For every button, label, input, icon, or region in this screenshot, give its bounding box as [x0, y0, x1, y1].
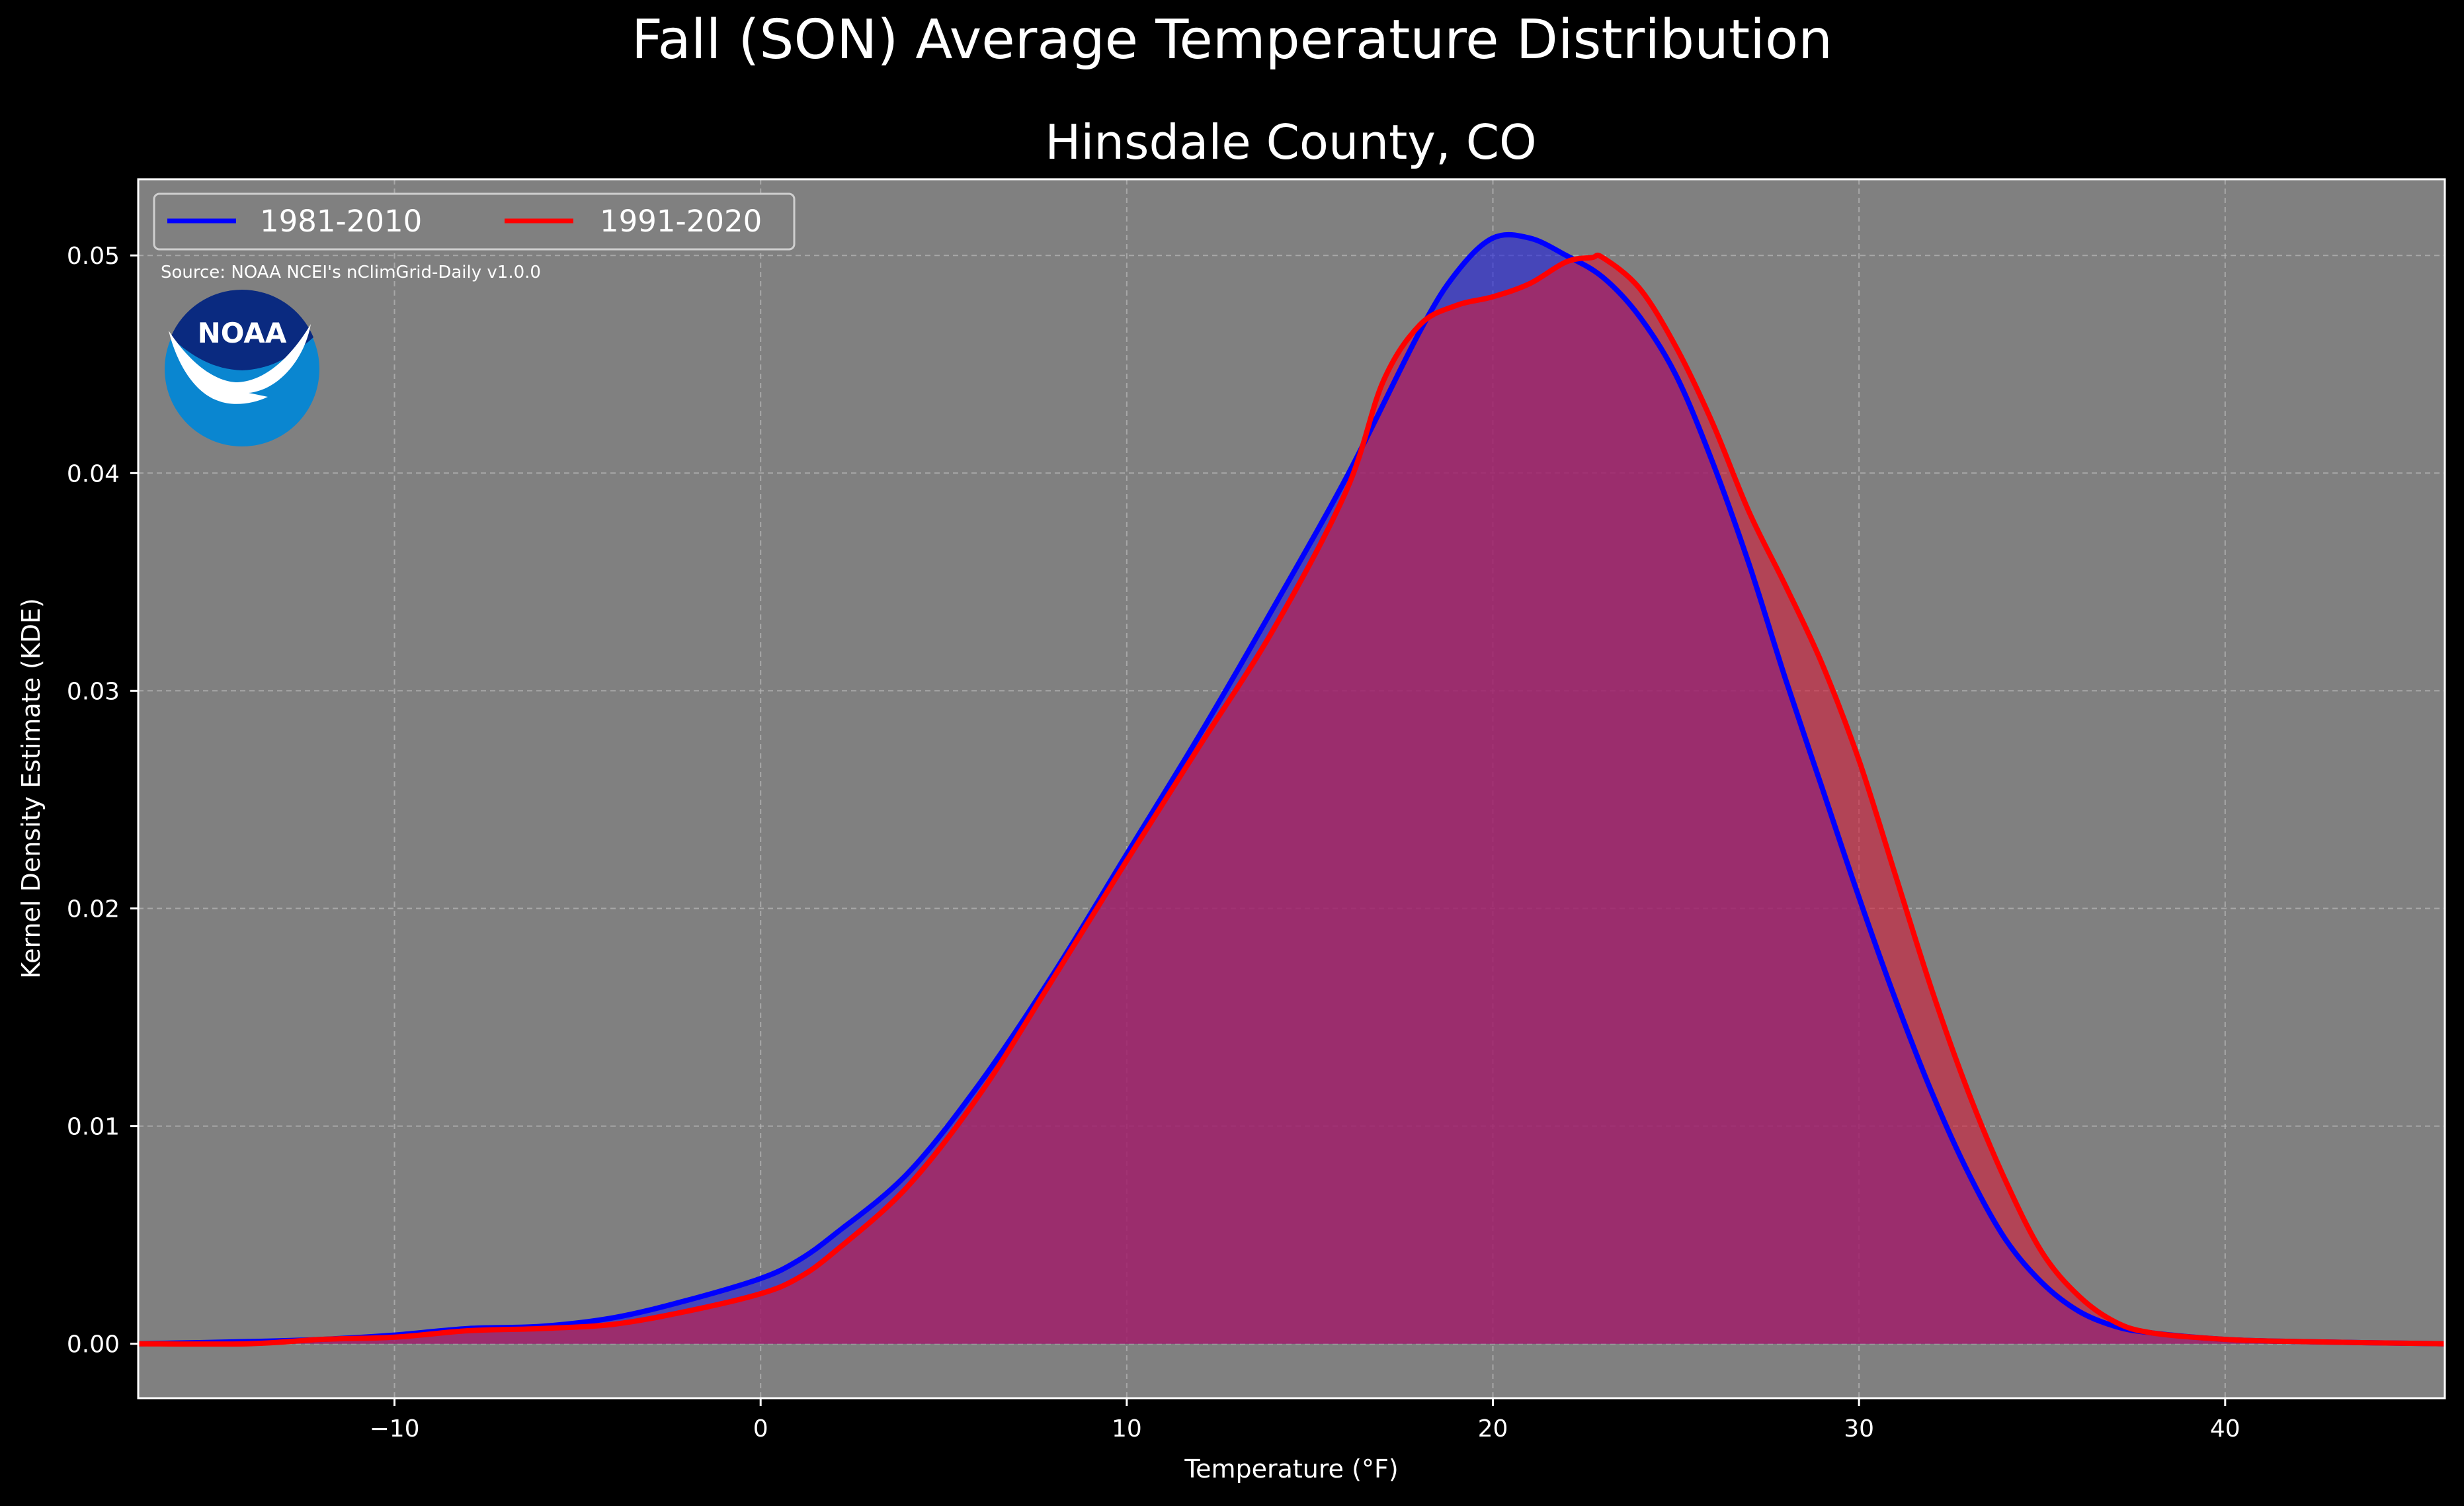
x-tick-label: 40 — [2210, 1415, 2240, 1443]
chart-title: Fall (SON) Average Temperature Distribut… — [632, 9, 1832, 71]
series-fill-1991-2020 — [138, 255, 2445, 1345]
series-lines — [138, 231, 2445, 1347]
legend-label-1981-2010: 1981-2010 — [260, 204, 422, 239]
grid-lines — [138, 179, 2445, 1398]
y-tick-label: 0.01 — [67, 1114, 120, 1141]
chart-subtitle: Hinsdale County, CO — [1045, 114, 1536, 170]
y-axis-label: Kernel Density Estimate (KDE) — [17, 598, 46, 979]
axis-ticks: −10 0 10 20 30 40 0.00 0.01 0.02 0.03 0.04 0.05 — [67, 243, 2240, 1443]
x-axis-label: Temperature (°F) — [1184, 1454, 1398, 1484]
x-tick-label: 30 — [1844, 1415, 1874, 1443]
source-annotation: Source: NOAA NCEI's nClimGrid-Daily v1.0… — [161, 263, 541, 282]
noaa-logo: NOAA — [165, 290, 319, 446]
y-tick-label: 0.02 — [67, 896, 120, 923]
x-tick-label: −10 — [370, 1415, 420, 1443]
x-tick-label: 0 — [753, 1415, 768, 1443]
x-tick-label: 10 — [1112, 1415, 1142, 1443]
x-tick-label: 20 — [1478, 1415, 1508, 1443]
legend: 1981-2010 1991-2020 — [153, 192, 796, 251]
noaa-logo-text: NOAA — [198, 317, 287, 349]
y-tick-label: 0.04 — [67, 460, 120, 487]
y-tick-label: 0.05 — [67, 243, 120, 270]
y-tick-label: 0.00 — [67, 1331, 120, 1359]
series-line-1981-2010 — [138, 231, 2445, 1347]
series-fills — [138, 234, 2445, 1345]
legend-box — [153, 192, 796, 251]
noaa-gull-icon — [169, 324, 311, 404]
noaa-logo-dark-top — [171, 290, 313, 370]
y-tick-label: 0.03 — [67, 678, 120, 705]
plot-frame — [137, 178, 2446, 1400]
legend-label-1991-2020: 1991-2020 — [600, 204, 762, 239]
series-line-1991-2020 — [138, 252, 2445, 1347]
